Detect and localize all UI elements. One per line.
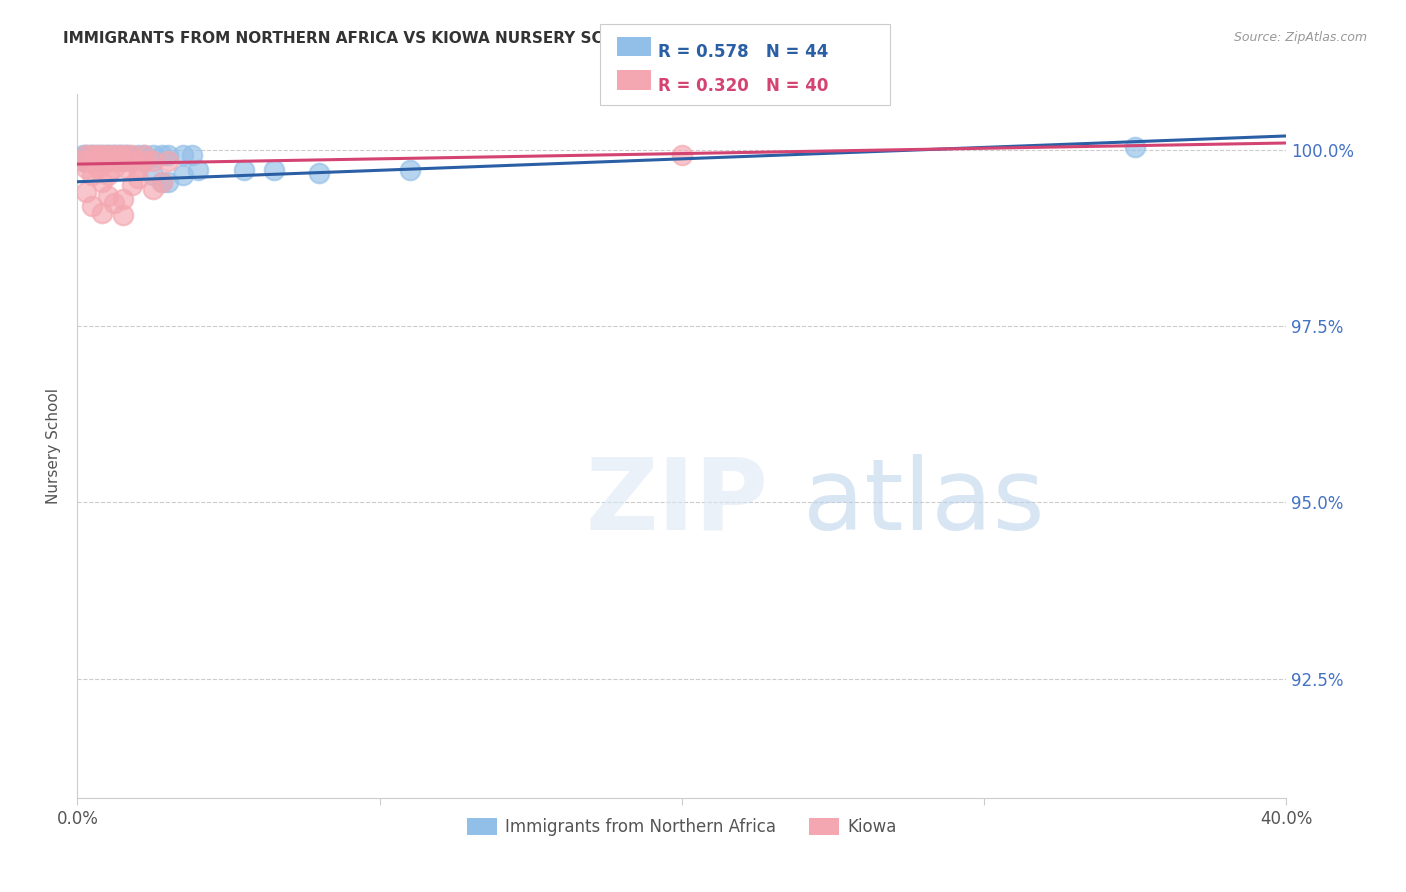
Point bbox=[111, 193, 134, 207]
Point bbox=[132, 153, 155, 168]
Point bbox=[82, 153, 104, 168]
Point bbox=[132, 153, 155, 168]
Point bbox=[108, 148, 131, 162]
Point bbox=[114, 161, 136, 175]
Point bbox=[96, 168, 118, 182]
Point bbox=[132, 148, 155, 162]
Point bbox=[87, 148, 110, 162]
Text: ZIP: ZIP bbox=[585, 454, 768, 551]
Point bbox=[103, 161, 125, 175]
Y-axis label: Nursery School: Nursery School bbox=[46, 388, 62, 504]
Point bbox=[308, 165, 330, 179]
Point bbox=[75, 153, 97, 168]
Point bbox=[90, 148, 112, 162]
Point bbox=[142, 148, 165, 162]
Point bbox=[127, 171, 149, 186]
Point bbox=[84, 153, 107, 168]
Point bbox=[142, 182, 165, 196]
Point bbox=[82, 148, 104, 162]
Point bbox=[72, 153, 94, 168]
Point bbox=[87, 161, 110, 175]
Point bbox=[75, 148, 97, 162]
Point bbox=[114, 148, 136, 162]
Point bbox=[157, 153, 180, 168]
Point bbox=[72, 153, 94, 168]
Point bbox=[87, 148, 110, 162]
Point bbox=[75, 161, 97, 175]
Point bbox=[82, 148, 104, 162]
Point bbox=[150, 175, 173, 189]
Point bbox=[114, 148, 136, 162]
Point bbox=[90, 175, 112, 189]
Point bbox=[103, 153, 125, 168]
Point bbox=[127, 161, 149, 175]
Point bbox=[75, 186, 97, 200]
Point bbox=[150, 148, 173, 162]
Point bbox=[79, 153, 101, 168]
Point bbox=[90, 148, 112, 162]
Point bbox=[103, 148, 125, 162]
Point bbox=[111, 208, 134, 222]
Point bbox=[90, 206, 112, 220]
Point bbox=[150, 175, 173, 189]
Point bbox=[79, 148, 101, 162]
Point bbox=[100, 148, 122, 162]
Point bbox=[105, 148, 128, 162]
Point bbox=[172, 148, 194, 162]
Point bbox=[1123, 139, 1146, 153]
Point bbox=[75, 148, 97, 162]
Point bbox=[96, 148, 118, 162]
Point bbox=[127, 148, 149, 162]
Text: R = 0.578   N = 44: R = 0.578 N = 44 bbox=[658, 43, 828, 61]
Text: atlas: atlas bbox=[803, 454, 1045, 551]
Point bbox=[96, 148, 118, 162]
Point bbox=[111, 153, 134, 168]
Point bbox=[96, 189, 118, 203]
Point bbox=[79, 153, 101, 168]
Point bbox=[82, 168, 104, 182]
Point bbox=[84, 153, 107, 168]
Point bbox=[157, 148, 180, 162]
Text: R = 0.320   N = 40: R = 0.320 N = 40 bbox=[658, 77, 828, 95]
Point bbox=[157, 175, 180, 189]
Point bbox=[111, 153, 134, 168]
Point bbox=[103, 153, 125, 168]
Point bbox=[84, 148, 107, 162]
Point bbox=[118, 148, 141, 162]
Point bbox=[121, 153, 143, 168]
Point bbox=[172, 168, 194, 182]
Point bbox=[142, 153, 165, 168]
Point bbox=[103, 148, 125, 162]
Legend: Immigrants from Northern Africa, Kiowa: Immigrants from Northern Africa, Kiowa bbox=[460, 812, 904, 843]
Point bbox=[399, 162, 422, 177]
Point bbox=[103, 195, 125, 210]
Text: Source: ZipAtlas.com: Source: ZipAtlas.com bbox=[1233, 31, 1367, 45]
Point bbox=[96, 153, 118, 168]
Point bbox=[121, 178, 143, 193]
Text: IMMIGRANTS FROM NORTHERN AFRICA VS KIOWA NURSERY SCHOOL CORRELATION CHART: IMMIGRANTS FROM NORTHERN AFRICA VS KIOWA… bbox=[63, 31, 839, 46]
Point bbox=[90, 153, 112, 168]
Point bbox=[187, 162, 209, 177]
Point bbox=[93, 153, 115, 168]
Point bbox=[121, 153, 143, 168]
Point bbox=[142, 168, 165, 182]
Point bbox=[111, 148, 134, 162]
Point bbox=[121, 148, 143, 162]
Point bbox=[108, 148, 131, 162]
Point bbox=[132, 148, 155, 162]
Point bbox=[181, 148, 204, 162]
Point bbox=[93, 148, 115, 162]
Point bbox=[263, 162, 285, 177]
Point bbox=[232, 162, 254, 177]
Point bbox=[82, 199, 104, 213]
Point bbox=[671, 148, 693, 162]
Point bbox=[72, 148, 94, 162]
